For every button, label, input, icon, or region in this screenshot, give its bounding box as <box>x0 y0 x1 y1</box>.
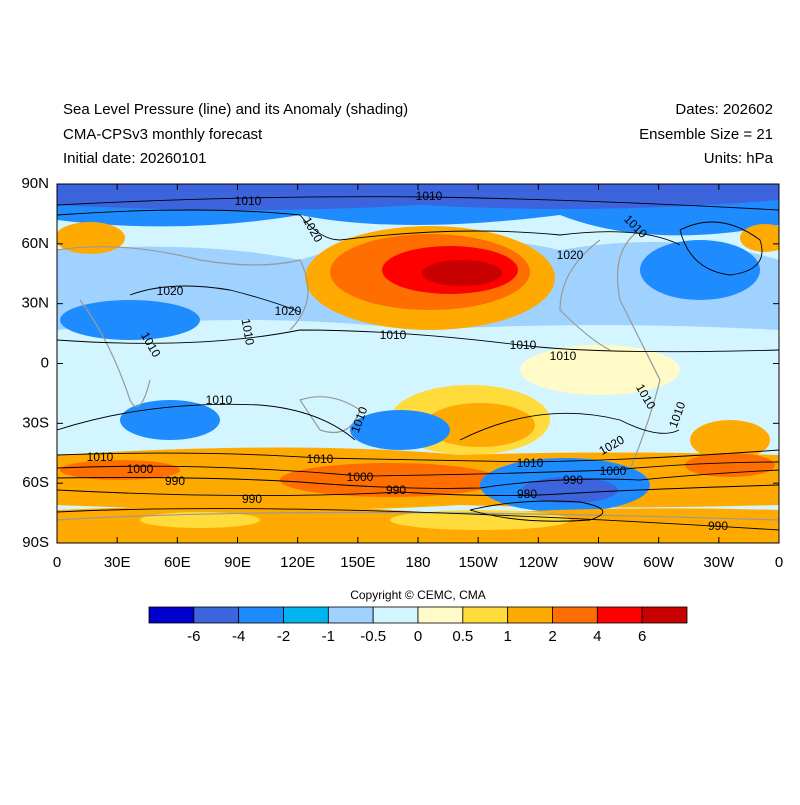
contour-label: 990 <box>708 519 728 533</box>
lon-label: 0 <box>775 554 783 571</box>
colorbar-box <box>596 606 643 624</box>
colorbar-label: 1 <box>503 628 511 645</box>
coastlines <box>57 229 779 521</box>
lon-label: 30W <box>703 554 735 571</box>
contour-label: 1010 <box>517 456 544 470</box>
colorbar-label: 6 <box>638 628 646 645</box>
lat-label: 30N <box>21 295 49 312</box>
colorbar-box <box>507 606 553 624</box>
colorbar-box <box>238 606 284 624</box>
lon-label: 90E <box>224 554 251 571</box>
lon-label: 60E <box>164 554 191 571</box>
shading <box>57 184 779 543</box>
colorbar-label: -0.5 <box>360 628 386 645</box>
lat-label: 90S <box>22 534 49 551</box>
colorbar-box <box>552 606 598 624</box>
title-line: CMA-CPSv3 monthly forecast <box>63 126 263 143</box>
lat-label: 30S <box>22 414 49 431</box>
colorbar-label: -4 <box>232 628 245 645</box>
contour-label: 1010 <box>307 452 334 466</box>
colorbar-label: 0 <box>414 628 422 645</box>
lat-label: 90N <box>21 175 49 192</box>
lon-label: 30E <box>104 554 131 571</box>
contour-label: 1010 <box>380 328 407 342</box>
info-line: Dates: 202602 <box>675 101 773 118</box>
contour-label: 990 <box>242 492 262 506</box>
lon-label: 90W <box>583 554 615 571</box>
contour-label: 1010 <box>239 317 257 346</box>
lon-label: 120W <box>519 554 559 571</box>
contour-label: 980 <box>517 487 537 501</box>
colorbar-label: 2 <box>548 628 556 645</box>
contour-label: 1010 <box>87 450 114 464</box>
lon-label: 180 <box>405 554 430 571</box>
contours <box>57 196 779 531</box>
colorbar-box <box>327 606 374 624</box>
colorbar-label: -1 <box>322 628 335 645</box>
contour-label: 1020 <box>275 304 302 318</box>
colorbar-box <box>641 606 688 624</box>
contour-label: 1000 <box>127 462 154 476</box>
lon-label: 0 <box>53 554 61 571</box>
colorbar-label: 0.5 <box>452 628 473 645</box>
lon-label: 150W <box>459 554 499 571</box>
colorbar-box <box>193 606 240 624</box>
title-line: Sea Level Pressure (line) and its Anomal… <box>63 101 408 118</box>
lat-label: 0 <box>41 354 49 371</box>
contour-label: 990 <box>563 473 583 487</box>
contour-label: 1010 <box>550 349 577 363</box>
colorbar-label: 4 <box>593 628 601 645</box>
copyright: Copyright © CEMC, CMA <box>350 588 486 602</box>
info-line: Units: hPa <box>704 150 774 167</box>
lon-label: 60W <box>643 554 675 571</box>
contour-label: 1020 <box>557 248 584 262</box>
contour-label: 1020 <box>157 284 184 298</box>
contour-label: 1010 <box>206 393 233 407</box>
colorbar-label: -2 <box>277 628 290 645</box>
colorbar-box <box>283 606 329 624</box>
lat-label: 60N <box>21 235 49 252</box>
lon-label: 120E <box>280 554 315 571</box>
colorbar-box <box>417 606 464 624</box>
contour-label: 990 <box>386 483 406 497</box>
contour-label: 1010 <box>235 194 262 208</box>
contour-label: 1000 <box>347 470 374 484</box>
lon-label: 150E <box>340 554 375 571</box>
lat-label: 60S <box>22 474 49 491</box>
contour-label: 990 <box>165 474 185 488</box>
contour-label: 1000 <box>600 464 627 478</box>
info-line: Ensemble Size = 21 <box>639 126 773 143</box>
contour-label: 1010 <box>416 189 443 203</box>
colorbar-label: -6 <box>187 628 200 645</box>
title-line: Initial date: 20260101 <box>63 150 206 167</box>
colorbar-box <box>462 606 509 624</box>
colorbar-box <box>372 606 419 624</box>
contour-label: 1010 <box>510 338 537 352</box>
colorbar-box <box>148 606 195 624</box>
